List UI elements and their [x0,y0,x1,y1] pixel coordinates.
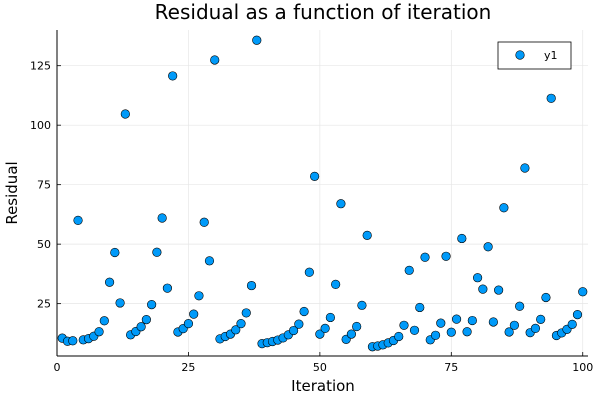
data-point [241,308,251,318]
legend-marker [515,50,525,60]
data-point [483,242,493,252]
data-point [436,318,446,328]
data-point [357,300,367,310]
data-point [120,109,130,119]
x-tick-label: 75 [444,361,458,374]
axes [56,30,588,357]
tick-labels: 0 25 50 75 100 25 50 75 100 125 [30,60,593,374]
legend-box [497,41,572,70]
legend: y1 [497,41,572,70]
data-point [236,319,246,329]
data-point [110,247,120,258]
data-point [325,312,335,323]
x-tick-label: 100 [572,361,593,374]
data-point [467,315,477,326]
y-tick-label: 75 [37,179,51,192]
data-point [183,319,194,329]
x-tick-label: 50 [313,361,327,374]
y-tick-label: 125 [30,60,51,73]
y-tick-label: 50 [37,238,51,251]
data-point [504,327,514,337]
data-point [409,325,420,335]
data-point [399,320,409,330]
data-point [415,302,425,313]
data-point [457,233,467,244]
x-tick-label: 0 [54,361,61,374]
data-point [231,325,241,335]
data-point [336,199,346,209]
data-point [420,252,430,262]
data-point [441,251,451,261]
data-point [530,323,541,333]
y-tick-label: 100 [30,119,51,132]
legend-label: y1 [544,49,558,62]
data-point [210,55,220,65]
x-tick-label: 25 [181,361,195,374]
data-point [141,314,151,325]
data-point [94,327,104,337]
data-point [462,327,472,337]
data-point [288,325,299,336]
data-point [294,319,304,329]
data-point [310,171,320,181]
data-point [451,314,462,324]
data-point [546,93,556,103]
data-point [115,298,125,308]
data-point [320,323,330,333]
data-point [299,306,309,317]
data-point [352,321,362,332]
data-point [536,314,546,324]
data-point [252,35,262,45]
data-point [362,230,372,240]
data-point [152,247,162,257]
data-point [204,256,215,266]
data-point [189,309,199,319]
data-point [73,215,83,225]
data-point [331,279,341,289]
data-point [99,316,109,326]
data-point [304,267,314,277]
data-point [515,301,525,311]
data-point [315,329,325,339]
data-point [162,283,173,293]
data-point [194,291,204,301]
data-point [488,317,498,327]
data-point [567,319,577,329]
data-point [68,336,78,346]
data-point [494,285,504,295]
data-point [541,292,551,303]
y-tick-label: 25 [37,298,51,311]
data-point [246,280,257,291]
data-point [430,330,441,340]
x-axis-title: Iteration [291,377,355,395]
data-point [578,287,588,297]
data-point [147,300,157,310]
data-point [499,203,509,213]
data-point [520,163,530,173]
y-axis-title: Residual [3,161,21,224]
data-point [446,327,456,337]
data-points [57,35,588,352]
data-point [346,329,357,339]
data-point [394,331,404,342]
data-point [404,265,414,275]
data-point [136,322,146,332]
data-point [478,284,488,294]
chart-title: Residual as a function of iteration [155,0,492,24]
data-point [157,213,167,223]
data-point [572,309,583,320]
data-point [472,273,483,283]
data-point [509,320,519,330]
data-point [199,217,209,227]
data-point [168,71,178,81]
data-point [104,277,115,287]
